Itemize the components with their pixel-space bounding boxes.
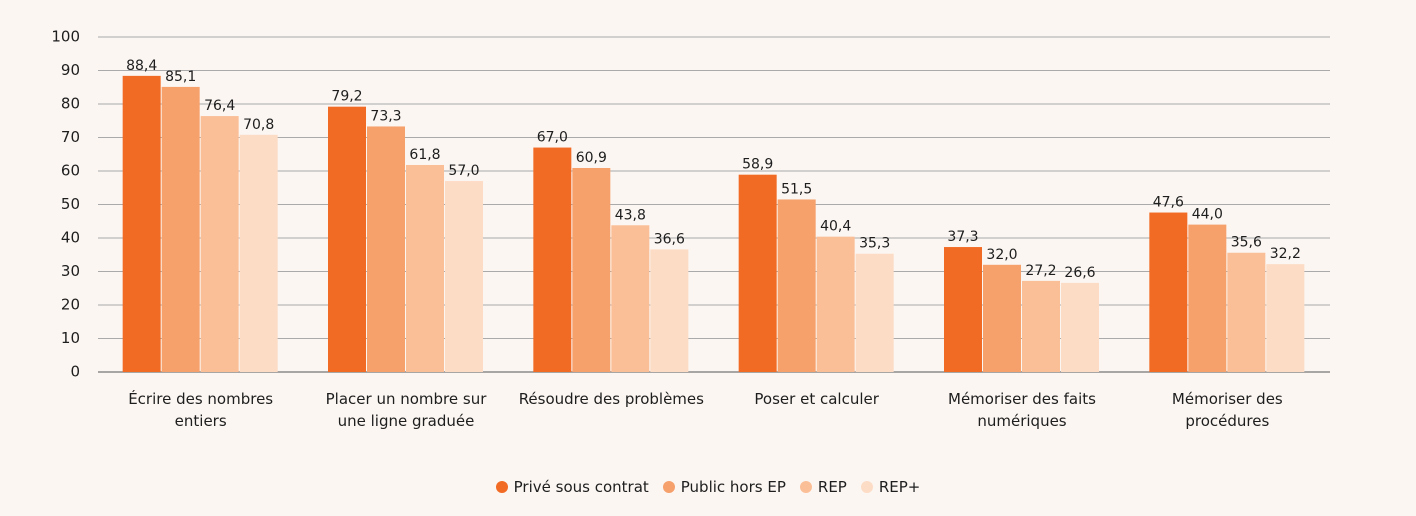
value-label: 44,0	[1192, 207, 1223, 223]
legend-label: Privé sous contrat	[513, 478, 649, 496]
value-label: 60,9	[576, 150, 607, 166]
bar	[406, 164, 444, 372]
bar	[122, 75, 161, 373]
value-label: 32,0	[986, 247, 1017, 263]
x-tick-label: Résoudre des problèmes	[518, 390, 704, 408]
y-tick-label: 80	[61, 95, 80, 113]
value-label: 88,4	[126, 58, 157, 74]
value-label: 70,8	[243, 117, 274, 133]
legend-label: REP	[817, 478, 847, 496]
bar	[738, 174, 777, 372]
value-label: 51,5	[781, 181, 812, 197]
value-label: 36,6	[654, 231, 685, 247]
legend-item: Public hors EP	[662, 478, 786, 496]
y-tick-label: 0	[70, 363, 80, 381]
bar	[1188, 224, 1227, 372]
value-label: 35,3	[859, 236, 890, 252]
value-label: 37,3	[947, 229, 978, 245]
value-label: 27,2	[1025, 263, 1056, 279]
value-label: 35,6	[1231, 235, 1262, 251]
value-label: 43,8	[615, 207, 646, 223]
x-tick-label: Mémoriser des procédures	[1171, 390, 1283, 430]
x-tick-label: Placer un nombre sur une ligne graduée	[325, 390, 487, 430]
y-tick-label: 50	[61, 195, 80, 213]
bar	[611, 225, 650, 372]
x-tick-label: Écrire des nombres entiers	[128, 390, 274, 430]
y-tick-label: 100	[51, 28, 80, 46]
x-tick-label: Mémoriser des faits numériques	[948, 390, 1096, 430]
bar	[816, 236, 855, 372]
y-tick-label: 40	[61, 229, 80, 247]
bar	[1266, 264, 1305, 372]
legend-item: Privé sous contrat	[495, 478, 649, 496]
y-tick-label: 90	[61, 61, 80, 79]
bar	[161, 86, 200, 372]
bar	[983, 264, 1021, 372]
legend-swatch	[860, 481, 873, 493]
value-label: 67,0	[537, 130, 568, 146]
legend-item: REP	[799, 478, 847, 496]
value-label: 57,0	[448, 163, 479, 179]
legend-label: REP+	[878, 478, 921, 496]
bar	[1022, 280, 1060, 372]
y-tick-label: 10	[61, 329, 80, 347]
value-label: 40,4	[820, 219, 851, 235]
value-label: 47,6	[1153, 195, 1184, 211]
bar	[572, 167, 611, 372]
legend-swatch	[799, 481, 812, 493]
value-label: 58,9	[742, 157, 773, 173]
legend-swatch	[662, 481, 675, 493]
y-tick-label: 60	[61, 162, 80, 180]
bar	[239, 134, 278, 372]
bar	[650, 249, 689, 372]
value-label: 61,8	[409, 147, 440, 163]
bar	[445, 181, 483, 372]
legend-item: REP+	[860, 478, 921, 496]
y-tick-label: 70	[61, 128, 80, 146]
bar	[855, 253, 894, 372]
value-label: 85,1	[165, 69, 196, 85]
value-label: 26,6	[1064, 265, 1095, 281]
bar	[367, 126, 405, 372]
value-label: 79,2	[331, 89, 362, 105]
bar	[777, 199, 816, 372]
bar	[1227, 252, 1266, 372]
value-label: 32,2	[1270, 246, 1301, 262]
bar	[200, 116, 239, 372]
bar	[533, 147, 572, 372]
value-label: 73,3	[370, 108, 401, 124]
bar	[1149, 212, 1188, 372]
y-tick-label: 20	[61, 296, 80, 314]
bar	[944, 247, 982, 372]
bar	[1061, 282, 1099, 372]
bar	[328, 106, 366, 373]
legend: Privé sous contrat Public hors EP REP REP+	[0, 478, 1416, 496]
y-tick-label: 30	[61, 262, 80, 280]
legend-label: Public hors EP	[680, 478, 786, 496]
x-tick-label: Poser et calculer	[754, 390, 879, 408]
value-label: 76,4	[204, 98, 235, 114]
legend-swatch	[495, 481, 508, 493]
